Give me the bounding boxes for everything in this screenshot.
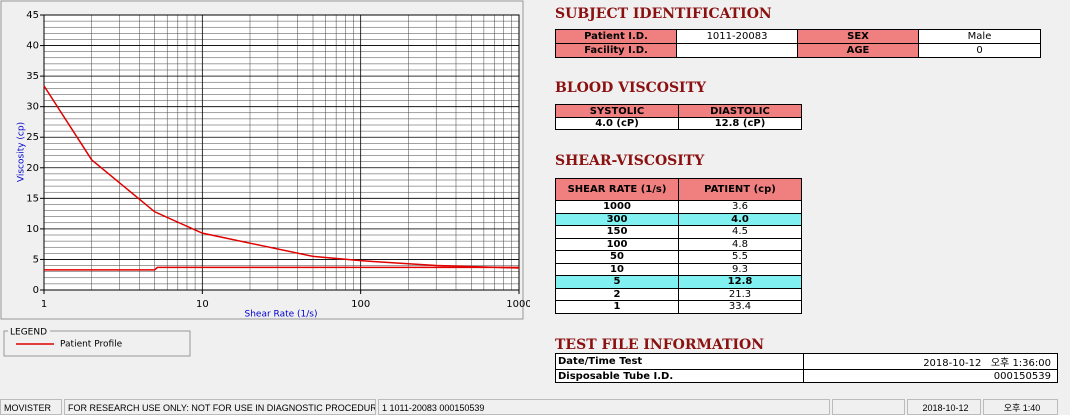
value: Male — [918, 29, 1041, 44]
viscosity: 5.5 — [678, 250, 802, 264]
table-row: 1 33.4 — [555, 300, 802, 314]
viscosity: 12.8 — [678, 275, 802, 289]
legend-title-bg — [8, 326, 50, 337]
shear-viscosity-table: SHEAR RATE (1/s) PATIENT (cp) 1000 3.6 300 4… — [555, 178, 802, 314]
value — [676, 43, 798, 58]
viscosity: 33.4 — [678, 300, 802, 314]
table-row: 1000 3.6 — [555, 200, 802, 214]
legend-title: LEGEND — [10, 328, 47, 338]
shear-rate: 10 — [555, 262, 679, 276]
legend-label: Patient Profile — [60, 340, 123, 350]
section-title: BLOOD VISCOSITY — [555, 80, 707, 96]
shear-rate: 2 — [555, 287, 679, 301]
table-row: 100 4.8 — [555, 237, 802, 251]
y-tick-label: 15 — [26, 193, 39, 204]
table-row: 2 21.3 — [555, 287, 802, 301]
viscosity: 4.8 — [678, 237, 802, 251]
status-record: 1 1011-20083 000150539 — [378, 399, 830, 415]
test-file-table: Date/Time Test 2018-10-12 오후 1:36:00 Disp… — [555, 353, 1058, 383]
value: 0 — [918, 43, 1041, 58]
shear-rate: 300 — [555, 212, 679, 226]
status-empty — [832, 399, 905, 415]
shear-rate: 1 — [555, 300, 679, 314]
header: SYSTOLIC — [555, 104, 679, 118]
y-tick-label: 40 — [26, 41, 39, 52]
series-line — [44, 266, 519, 271]
table-row: 50 5.5 — [555, 250, 802, 264]
x-tick-label: 100 — [351, 299, 370, 310]
date: 2018-10-12 — [923, 358, 982, 369]
viscosity: 4.5 — [678, 225, 802, 239]
legend-box — [3, 330, 191, 357]
label: AGE — [797, 43, 919, 58]
viscosity: 21.3 — [678, 287, 802, 301]
section-title: SHEAR-VISCOSITY — [555, 153, 705, 169]
status-date: 2018-10-12 — [907, 399, 981, 415]
y-tick-label: 25 — [26, 132, 39, 143]
shear-rate: 100 — [555, 237, 679, 251]
header: DIASTOLIC — [678, 104, 802, 118]
table-row: 150 4.5 — [555, 225, 802, 239]
header: SHEAR RATE (1/s) — [555, 178, 679, 201]
plot-area — [44, 15, 519, 290]
y-tick-label: 45 — [26, 10, 39, 21]
table-row: 300 4.0 — [555, 212, 802, 226]
y-tick-label: 30 — [26, 102, 39, 113]
label: Facility I.D. — [555, 43, 677, 58]
x-axis-label: Shear Rate (1/s) — [245, 310, 318, 320]
shear-rate: 5 — [555, 275, 679, 289]
table-row: 5 12.8 — [555, 275, 802, 289]
status-time: 오후 1:40 — [983, 399, 1058, 415]
value: 4.0 (cP) — [555, 117, 679, 130]
x-tick-label: 1 — [41, 299, 47, 310]
x-tick-label: 1000 — [506, 299, 530, 310]
table-row: 10 9.3 — [555, 262, 802, 276]
shear-rate: 50 — [555, 250, 679, 264]
label: Date/Time Test — [555, 353, 804, 370]
subject-table: Patient I.D. 1011-20083 SEX Male Facility I… — [555, 29, 1041, 58]
y-tick-label: 5 — [33, 254, 39, 265]
plot-frame — [43, 14, 520, 291]
label: Patient I.D. — [555, 29, 677, 44]
blood-viscosity-table: SYSTOLIC DIASTOLIC 4.0 (cP) 12.8 (cP) — [555, 104, 802, 130]
shear-rate: 1000 — [555, 200, 679, 214]
value: 000150539 — [803, 369, 1058, 383]
viscosity: 3.6 — [678, 200, 802, 214]
section-title: TEST FILE INFORMATION — [555, 337, 765, 353]
status-app: MOVISTER — [0, 399, 62, 415]
value: 12.8 (cP) — [678, 117, 802, 130]
viscosity: 9.3 — [678, 262, 802, 276]
viscosity: 4.0 — [678, 212, 802, 226]
label: Disposable Tube I.D. — [555, 369, 804, 383]
legend: Patient Profile — [16, 340, 123, 350]
label: SEX — [797, 29, 919, 44]
time: 오후 1:36:00 — [990, 358, 1051, 369]
value: 1011-20083 — [676, 29, 798, 44]
chart: Shear Rate (1/s) Viscosity (cp) LEGEND P… — [0, 0, 530, 357]
y-tick-label: 10 — [26, 224, 39, 235]
shear-rate: 150 — [555, 225, 679, 239]
series-line — [43, 85, 520, 269]
header: PATIENT (cp) — [678, 178, 802, 201]
y-tick-label: 20 — [26, 163, 39, 174]
y-tick-label: 35 — [26, 71, 39, 82]
x-tick-label: 10 — [196, 299, 209, 310]
section-title: SUBJECT IDENTIFICATION — [555, 6, 772, 22]
status-notice: FOR RESEARCH USE ONLY: NOT FOR USE IN DI… — [64, 399, 376, 415]
y-axis-label: Viscosity (cp) — [17, 122, 27, 182]
value: 2018-10-12 오후 1:36:00 — [803, 353, 1058, 370]
y-tick-label: 0 — [33, 285, 39, 296]
